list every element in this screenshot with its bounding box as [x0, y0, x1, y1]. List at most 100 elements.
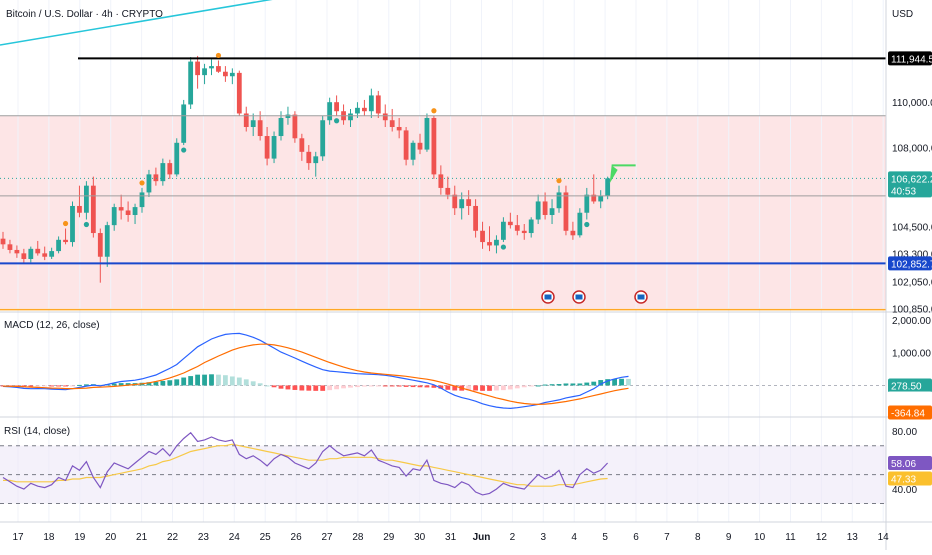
candle[interactable]	[181, 99, 187, 146]
macd-histogram-bar[interactable]	[111, 383, 117, 386]
macd-histogram-bar[interactable]	[229, 376, 235, 386]
candle[interactable]	[104, 221, 110, 267]
candle[interactable]	[535, 194, 541, 225]
macd-histogram-bar[interactable]	[195, 374, 200, 386]
macd-histogram-bar[interactable]	[368, 385, 374, 387]
macd-histogram-bar[interactable]	[181, 377, 187, 386]
macd-histogram-bar[interactable]	[521, 385, 527, 388]
macd-histogram-bar[interactable]	[389, 385, 395, 387]
macd-histogram-bar[interactable]	[501, 385, 506, 391]
candle[interactable]	[396, 117, 402, 139]
macd-signal-line[interactable]	[2, 343, 629, 406]
macd-histogram-bar[interactable]	[63, 385, 68, 387]
signal-dot[interactable]	[83, 221, 89, 228]
macd-histogram-bar[interactable]	[153, 381, 159, 386]
signal-dot[interactable]	[215, 52, 222, 59]
candle[interactable]	[70, 201, 75, 247]
support-price-badge[interactable]: 102,852.76	[891, 259, 932, 270]
macd-histogram-bar[interactable]	[577, 383, 583, 386]
macd-histogram-bar[interactable]	[174, 379, 180, 386]
rsi-ma-badge[interactable]: 47.33	[891, 474, 916, 485]
macd-label[interactable]: MACD (12, 26, close)	[4, 320, 100, 331]
candle[interactable]	[84, 181, 89, 220]
macd-histogram-bar[interactable]	[563, 383, 569, 386]
macd-histogram-bar[interactable]	[28, 385, 34, 387]
macd-histogram-bar[interactable]	[243, 379, 249, 386]
candle[interactable]	[459, 192, 465, 220]
macd-histogram-bar[interactable]	[396, 385, 402, 387]
macd-histogram-bar[interactable]	[49, 385, 55, 387]
candle[interactable]	[250, 113, 256, 137]
macd-histogram-bar[interactable]	[264, 385, 270, 387]
candle[interactable]	[577, 208, 583, 238]
candle[interactable]	[209, 59, 214, 76]
candle[interactable]	[598, 190, 604, 209]
macd-histogram-bar[interactable]	[584, 382, 590, 386]
candle[interactable]	[21, 248, 27, 264]
candle[interactable]	[480, 221, 485, 249]
macd-histogram-bar[interactable]	[216, 374, 221, 386]
macd-histogram-bar[interactable]	[438, 385, 444, 389]
candle[interactable]	[7, 239, 13, 254]
rsi-value-badge[interactable]: 58.06	[891, 459, 916, 470]
candle[interactable]	[320, 115, 326, 161]
candle[interactable]	[56, 236, 61, 254]
candle[interactable]	[424, 113, 430, 152]
macd-histogram-bar[interactable]	[382, 385, 388, 387]
macd-histogram-bar[interactable]	[487, 385, 492, 391]
candle[interactable]	[236, 70, 242, 116]
macd-histogram-bar[interactable]	[271, 385, 277, 388]
macd-histogram-bar[interactable]	[605, 379, 611, 386]
macd-histogram-bar[interactable]	[77, 384, 82, 386]
macd-histogram-bar[interactable]	[0, 385, 6, 387]
rsi-ma-line[interactable]	[3, 443, 608, 487]
macd-histogram-bar[interactable]	[42, 385, 48, 387]
supply-demand-zone[interactable]	[0, 115, 886, 309]
candle[interactable]	[42, 246, 48, 261]
candle[interactable]	[229, 68, 235, 85]
signal-dot[interactable]	[334, 118, 340, 124]
candle[interactable]	[132, 203, 138, 225]
currency-label[interactable]: USD	[892, 9, 913, 20]
macd-histogram-bar[interactable]	[334, 385, 339, 390]
macd-histogram-bar[interactable]	[118, 383, 124, 386]
signal-dot[interactable]	[62, 220, 69, 227]
macd-histogram-bar[interactable]	[598, 380, 604, 386]
candle[interactable]	[202, 63, 207, 85]
candle[interactable]	[563, 185, 569, 236]
macd-histogram-bar[interactable]	[306, 385, 312, 391]
candle[interactable]	[389, 108, 395, 132]
signal-dot[interactable]	[500, 244, 506, 250]
candle[interactable]	[549, 199, 555, 225]
last-price-badge[interactable]: 106,622.20	[891, 174, 932, 185]
candle[interactable]	[327, 97, 333, 125]
candle[interactable]	[63, 228, 68, 245]
macd-histogram-bar[interactable]	[285, 385, 291, 390]
candle[interactable]	[292, 111, 298, 143]
macd-histogram-bar[interactable]	[570, 383, 576, 386]
macd-histogram-bar[interactable]	[445, 385, 451, 390]
candle[interactable]	[584, 187, 590, 220]
candle[interactable]	[466, 190, 472, 215]
candle[interactable]	[271, 131, 277, 164]
macd-histogram-bar[interactable]	[35, 385, 41, 387]
candle[interactable]	[28, 246, 34, 263]
signal-dot[interactable]	[181, 147, 187, 153]
macd-histogram-bar[interactable]	[257, 383, 263, 386]
candle[interactable]	[528, 217, 534, 238]
economic-event-icon[interactable]	[634, 290, 648, 304]
candle[interactable]	[591, 174, 597, 204]
candle[interactable]	[313, 151, 319, 177]
macd-histogram-bar[interactable]	[619, 378, 624, 386]
candle[interactable]	[556, 185, 562, 213]
candle[interactable]	[362, 99, 367, 116]
candle[interactable]	[160, 158, 166, 186]
candle[interactable]	[216, 60, 221, 73]
macd-histogram-bar[interactable]	[452, 385, 458, 391]
candle[interactable]	[570, 221, 576, 240]
candle[interactable]	[167, 159, 173, 179]
signal-dot[interactable]	[584, 221, 590, 228]
macd-histogram-bar[interactable]	[362, 385, 367, 387]
macd-histogram-bar[interactable]	[209, 374, 214, 386]
